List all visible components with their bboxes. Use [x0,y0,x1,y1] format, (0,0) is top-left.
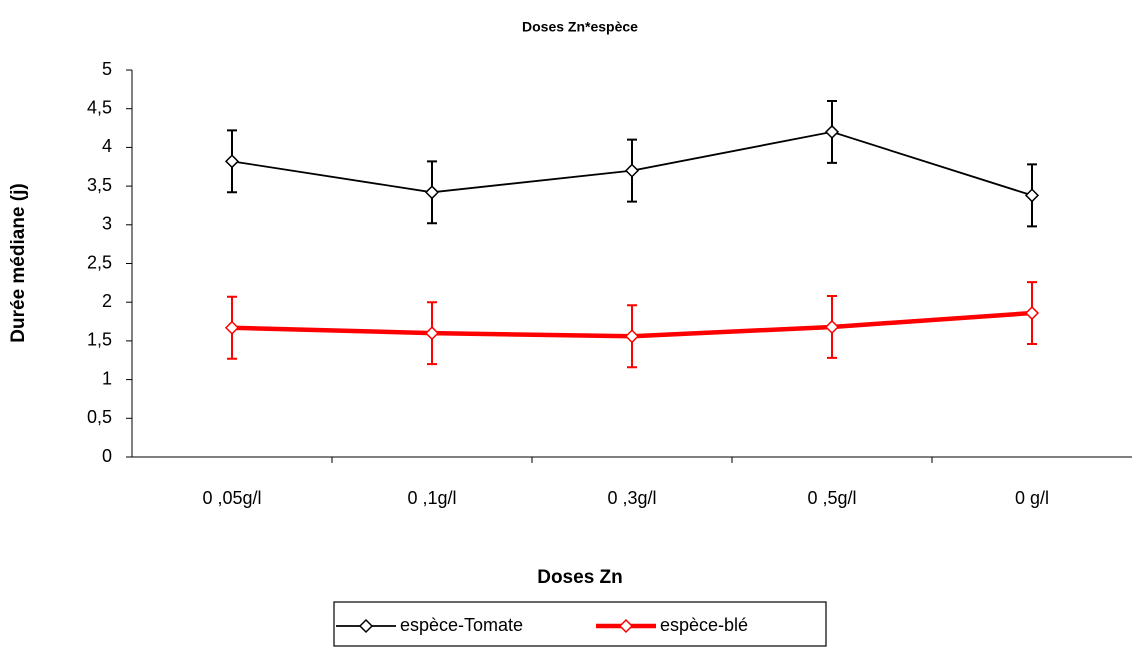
y-tick-label: 5 [102,59,112,79]
chart-title: Doses Zn*espèce [522,19,638,35]
y-tick-label: 3,5 [87,175,112,195]
marker [424,185,440,200]
marker [224,320,240,335]
x-tick-label: 0 ,3g/l [607,488,656,508]
marker [424,326,440,341]
x-tick-label: 0 ,1g/l [407,488,456,508]
y-tick-label: 0 [102,446,112,466]
legend-marker [618,618,634,634]
marker [1024,305,1040,321]
y-tick-label: 1,5 [87,330,112,350]
x-axis-title: Doses Zn [537,567,623,588]
y-tick-label: 2 [102,291,112,311]
y-tick-label: 3 [102,214,112,234]
y-tick-label: 4 [102,136,112,156]
x-tick-label: 0 ,5g/l [807,488,856,508]
legend-marker [358,618,374,634]
marker [1024,188,1040,203]
x-tick-label: 0 g/l [1015,488,1049,508]
marker [224,154,240,169]
y-tick-label: 1 [102,368,112,388]
legend-label: espèce-blé [660,615,748,635]
x-tick-label: 0 ,05g/l [202,488,261,508]
legend-label: espèce-Tomate [400,615,523,635]
marker [824,319,840,335]
marker [824,124,840,139]
marker [624,163,640,178]
y-tick-label: 0,5 [87,407,112,427]
legend-box [333,601,827,647]
y-tick-label: 4,5 [87,97,112,117]
y-tick-label: 2,5 [87,252,112,272]
y-axis-title: Durée médiane (j) [8,183,29,342]
marker [624,329,640,344]
